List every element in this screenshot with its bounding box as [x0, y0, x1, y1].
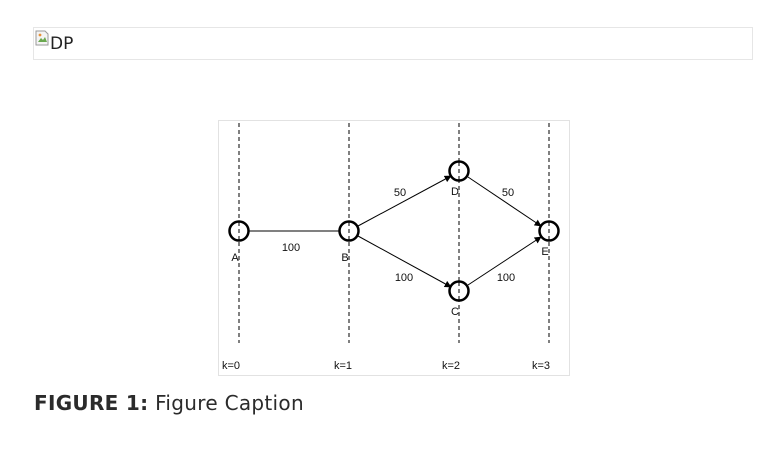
node-label-a: A	[231, 252, 239, 264]
edge-b-c	[357, 235, 452, 288]
edge-weight-d-e: 50	[502, 187, 514, 199]
edge-weight-b-c: 100	[395, 272, 413, 284]
broken-image-icon	[35, 30, 49, 46]
node-label-b: B	[341, 252, 348, 264]
edge-weight-a-b: 100	[282, 242, 300, 254]
stage-label-k3: k=3	[532, 360, 550, 372]
node-label-e: E	[541, 246, 548, 258]
edge-b-d	[357, 175, 452, 227]
edge-weight-b-d: 50	[394, 187, 406, 199]
stage-label-k2: k=2	[442, 360, 460, 372]
edge-weight-c-e: 100	[497, 272, 515, 284]
figure-caption: FIGURE 1: Figure Caption	[34, 391, 304, 415]
header-image-alt-text: DP	[50, 34, 74, 54]
edge-c-e	[467, 236, 542, 286]
stage-label-k1: k=1	[334, 360, 352, 372]
edge-d-e	[467, 176, 542, 227]
figure-caption-text: Figure Caption	[155, 391, 304, 415]
stage-label-k0: k=0	[222, 360, 240, 372]
figure-frame	[218, 120, 570, 376]
figure-caption-label: FIGURE 1:	[34, 391, 149, 415]
node-label-d: D	[451, 186, 459, 198]
node-label-c: C	[451, 306, 459, 318]
header-image: DP	[33, 27, 753, 60]
